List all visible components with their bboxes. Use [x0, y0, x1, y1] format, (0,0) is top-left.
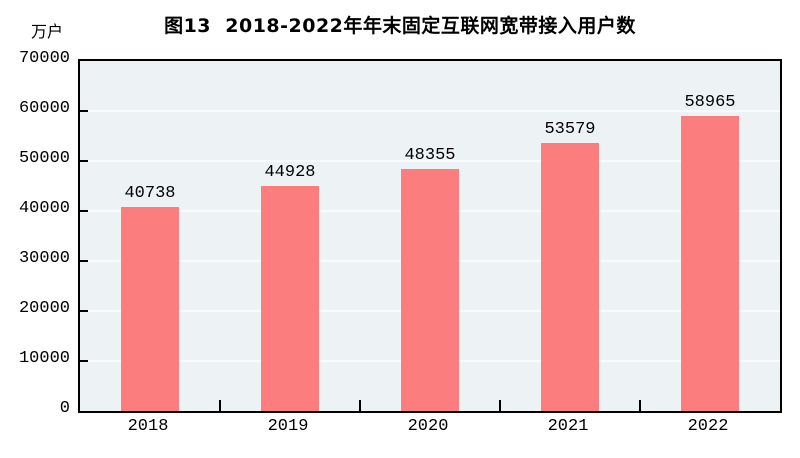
bar-2021: [541, 143, 599, 411]
y-tick-label: 50000: [18, 149, 70, 168]
y-axis-unit-label: 万户: [31, 22, 64, 41]
y-tick-mark: [80, 310, 88, 312]
bar-value-label: 58965: [684, 93, 736, 113]
y-tick-label: 40000: [18, 199, 70, 218]
bar-value-label: 53579: [544, 120, 596, 140]
chart-title: 图13 2018-2022年年末固定互联网宽带接入用户数: [164, 15, 636, 37]
x-tick-label: 2018: [127, 417, 169, 436]
x-tick-label: 2020: [407, 417, 449, 436]
x-tick-mark: [639, 400, 641, 411]
bar-value-label: 40738: [124, 184, 176, 204]
y-axis: 0 10000 20000 30000 40000 50000 60000 70000: [0, 49, 70, 418]
x-axis: 2018 2019 2020 2021 2022: [78, 417, 778, 439]
y-tick-mark: [80, 210, 88, 212]
y-tick-mark: [80, 260, 88, 262]
bar-value-label: 44928: [264, 163, 316, 183]
x-tick-mark: [359, 400, 361, 411]
y-tick-label: 10000: [18, 349, 70, 368]
bar-2019: [261, 186, 319, 411]
y-tick-mark: [80, 160, 88, 162]
x-tick-mark: [499, 400, 501, 411]
bar-2020: [401, 169, 459, 411]
plot-area: 40738 44928 48355 53579 58965: [78, 59, 782, 413]
y-tick-label: 30000: [18, 249, 70, 268]
bar-2018: [121, 207, 179, 411]
gridline: [80, 160, 780, 162]
y-tick-mark: [80, 360, 88, 362]
gridline: [80, 110, 780, 112]
y-tick-mark: [80, 110, 88, 112]
x-tick-label: 2019: [267, 417, 309, 436]
y-tick-label: 20000: [18, 299, 70, 318]
bar-value-label: 48355: [404, 146, 456, 166]
x-tick-mark: [219, 400, 221, 411]
x-tick-label: 2021: [547, 417, 589, 436]
y-tick-label: 0: [59, 399, 70, 418]
bar-2022: [681, 116, 739, 411]
y-tick-label: 70000: [18, 49, 70, 68]
y-tick-label: 60000: [18, 99, 70, 118]
x-tick-label: 2022: [687, 417, 729, 436]
